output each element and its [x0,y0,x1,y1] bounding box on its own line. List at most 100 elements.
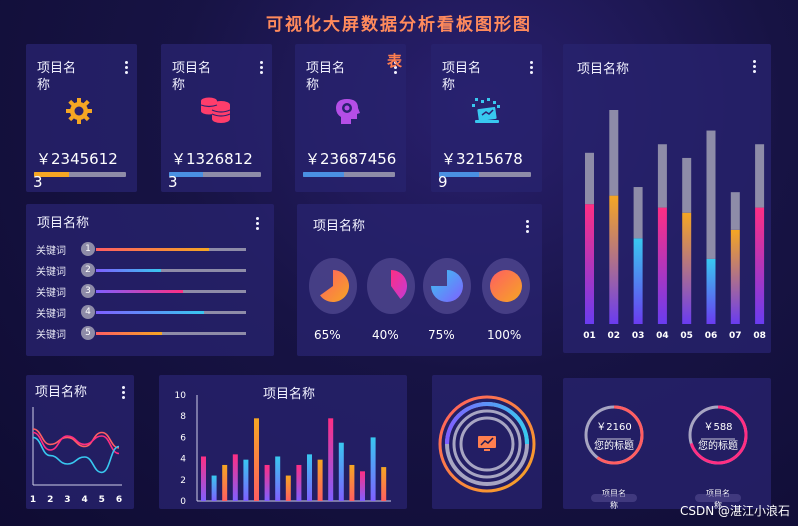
x-tick-label: 6 [116,495,122,505]
keyword-rank-badge: 5 [81,326,95,340]
gauge-ring [583,404,645,466]
keyword-bar [96,311,246,314]
progress-bar [34,172,126,177]
pie-percent-label: 65% [314,328,341,342]
y-tick-label: 4 [180,455,186,465]
card-title-line1: 项目名 [306,61,346,76]
pie-slice [317,270,349,302]
stat-card: 项目名称 ￥3215678 9 [431,44,542,192]
bar [296,464,302,501]
more-options-icon[interactable] [125,61,129,75]
line-chart: 1 2 3 4 5 6 [30,407,122,505]
bar [317,459,323,501]
keyword-bar [96,332,246,335]
keyword-bar-fill [96,248,209,251]
keyword-label: 关键词 [36,246,66,257]
x-tick-label: 1 [30,495,36,505]
line-series [32,431,120,455]
stacked-bar-tick-label: 01 [583,331,596,341]
stacked-bar-lower [730,229,740,324]
stacked-bar-lower [633,238,643,324]
stacked-bar-tick-label: 05 [680,331,693,341]
more-options-icon[interactable] [122,386,126,400]
card-title: 项目名称 [577,62,630,77]
rings-card [432,375,542,509]
stacked-bar-lower [682,212,692,324]
keyword-rank-badge: 4 [81,305,95,319]
x-tick-label: 2 [47,495,53,505]
stat-card: 项目名称 ￥2345612 3 [26,44,137,192]
gauges-card: ￥2160 您的标题项目名称 ￥588 您的标题项目名称 [563,378,771,510]
stacked-bar-card: 项目名称 01 02 03 04 05 06 07 08 [563,44,771,353]
coins-icon [199,96,233,128]
more-options-icon[interactable] [526,220,530,234]
keyword-rank-badge: 1 [81,242,95,256]
floating-char: 表 [387,52,403,70]
progress-bar [439,172,531,177]
brain-gear-icon [333,96,367,128]
x-tick-label: 3 [64,495,70,505]
bar [243,459,249,501]
bar-chart-card: 项目名称 0 2 4 6 8 10 [159,375,407,509]
more-options-icon[interactable] [753,60,757,74]
line-series [32,428,120,449]
stacked-bar-upper [657,144,667,208]
amount-tail: 3 [168,173,178,191]
pies-card: 项目名称 65% 40% 75% 100% [297,204,542,356]
keyword-bar-fill [96,311,204,314]
gauge-subtitle: 您的标题 [594,441,634,452]
bar [338,442,344,501]
bar [232,454,238,501]
stacked-bar-upper [633,187,643,239]
progress-fill [34,172,69,177]
keyword-label: 关键词 [36,267,66,278]
stacked-bar-tick-label: 07 [729,331,742,341]
gauge-label-line1: 项目名 [589,488,639,499]
stacked-bar-lower [755,207,765,324]
keyword-rank-badge: 2 [81,263,95,277]
bar-chart: 0 2 4 6 8 10 [175,391,391,507]
keyword-rank-badge: 3 [81,284,95,298]
stacked-bar-tick-label: 06 [705,331,718,341]
more-options-icon[interactable] [260,61,264,75]
bar [222,464,228,501]
page-title: 可视化大屏数据分析看板图形图 [266,15,532,35]
gauge-label-line2: 称 [610,501,618,510]
keyword-label: 关键词 [36,288,66,299]
gauge-label-line1: 项目名 [693,488,743,499]
card-title: 项目名称 [37,216,90,231]
stacked-bar-upper [730,192,740,230]
bar [370,437,376,501]
stat-card: 项目名称 ￥23687456 [295,44,406,192]
amount-value: ￥2345612 [36,150,118,168]
gauge-label-pill [591,494,637,502]
pie-percent-label: 40% [372,328,399,342]
more-options-icon[interactable] [394,61,398,75]
card-title-line1: 项目名 [37,61,77,76]
stacked-bar-tick-label: 08 [753,331,766,341]
stacked-bar-tick-label: 03 [632,331,645,341]
bar [275,456,281,501]
stacked-bar-upper [755,144,765,208]
stacked-bar-upper [609,110,619,196]
keyword-bar-fill [96,290,183,293]
bar [201,456,206,501]
y-tick-label: 8 [180,412,186,422]
keyword-bar-fill [96,332,162,335]
progress-fill [303,172,345,177]
more-options-icon[interactable] [256,217,260,231]
amount-value: ￥3215678 [441,150,523,168]
bar [328,418,334,501]
watermark: CSDN @湛江小浪石 [679,504,790,518]
stacked-bar-lower [657,207,667,324]
y-tick-label: 0 [180,497,186,507]
card-title-line2: 称 [442,78,456,93]
more-options-icon[interactable] [530,61,534,75]
amount-tail: 3 [33,173,43,191]
y-tick-label: 6 [180,433,186,443]
gear-icon [64,96,98,128]
stacked-bar-tick-label: 02 [608,331,621,341]
line-chart-card: 项目名称 1 2 3 4 5 6 [26,375,134,509]
amount-value: ￥23687456 [305,150,397,168]
keyword-bar [96,269,246,272]
